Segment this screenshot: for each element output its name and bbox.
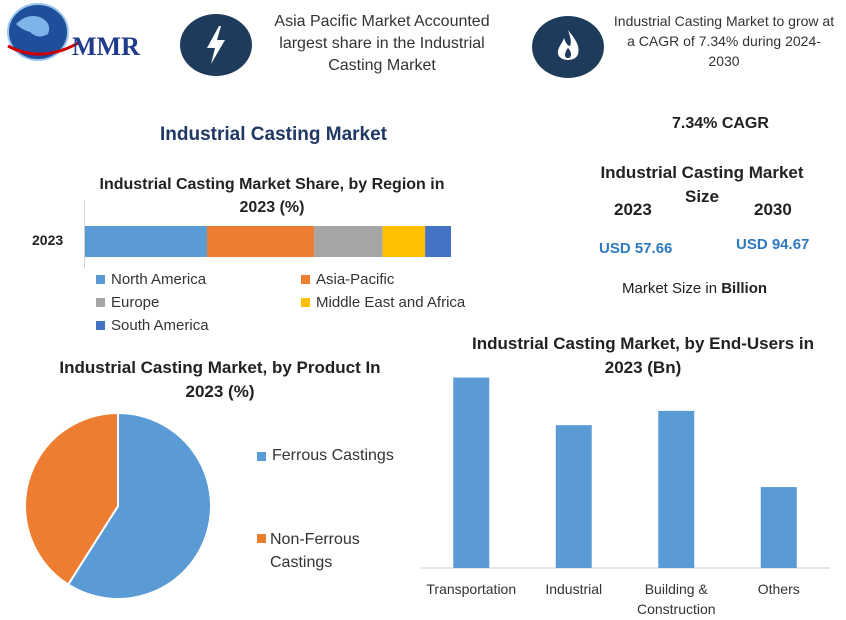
- logo-text: MMR: [72, 32, 140, 61]
- cagr-label: 7.34% CAGR: [672, 115, 769, 132]
- info-text-2: Industrial Casting Market to grow at a C…: [613, 13, 835, 69]
- product-chart-title: Industrial Casting Market, by Product In…: [59, 358, 381, 401]
- x-tick-label: Transportation: [426, 581, 516, 597]
- region-chart-title: Industrial Casting Market Share, by Regi…: [99, 176, 445, 216]
- region-bar-segment-middle-east-and-africa: [382, 226, 426, 257]
- legend-label-europe: Europe: [111, 294, 160, 311]
- product-pie-chart: [24, 411, 212, 600]
- market-size-unit: Market Size in Billion: [622, 280, 767, 297]
- enduser-bar-industrial: [555, 425, 592, 568]
- x-tick-label: Industrial: [545, 581, 602, 597]
- unit-bold: Billion: [721, 280, 768, 297]
- x-tick-label: Construction: [637, 601, 716, 617]
- market-size-title: Industrial Casting Market Size: [600, 163, 804, 206]
- legend-ferrous: Ferrous Castings: [257, 447, 394, 465]
- legend-swatch-north-america: [96, 275, 105, 284]
- enduser-bar-others: [760, 487, 797, 568]
- legend-asia-pacific: Asia-Pacific: [301, 271, 394, 288]
- region-chart-category: 2023: [32, 232, 64, 248]
- x-tick-label: Building &: [645, 581, 709, 597]
- unit-prefix: Market Size in: [622, 280, 722, 297]
- legend-swatch-non-ferrous: [257, 534, 266, 543]
- region-axis-line: [84, 200, 85, 268]
- legend-swatch-europe: [96, 298, 105, 307]
- region-bar-segment-south-america: [425, 226, 451, 257]
- region-bar-segment-asia-pacific: [207, 226, 315, 257]
- value-2023: USD 57.66: [599, 240, 673, 257]
- year-2023: 2023: [614, 200, 652, 219]
- lightning-icon: [207, 26, 225, 64]
- legend-mea: Middle East and Africa: [301, 294, 465, 311]
- region-stacked-bar: [85, 226, 451, 257]
- legend-label-north-america: North America: [111, 271, 207, 288]
- enduser-bar-chart: Transportation Industrial Building & Constr…: [420, 377, 830, 617]
- legend-swatch-south-america: [96, 321, 105, 330]
- legend-europe: Europe: [96, 294, 159, 311]
- pie-slice-ferrous-castings: [66, 411, 212, 600]
- legend-label-asia-pacific: Asia-Pacific: [316, 271, 395, 288]
- region-bar-segment-north-america: [85, 226, 207, 257]
- legend-north-america: North America: [96, 271, 206, 288]
- legend-swatch-ferrous: [257, 451, 266, 461]
- region-bar-segment-europe: [314, 226, 383, 257]
- info-circle-2: [532, 16, 604, 78]
- mmr-logo: MMR: [2, 2, 162, 64]
- legend-label-mea: Middle East and Africa: [316, 294, 466, 311]
- info-circle-1: [180, 14, 252, 76]
- info-text-1: Asia Pacific Market Accounted largest sh…: [274, 13, 490, 74]
- pie-slice-non-ferrous-castings: [24, 411, 119, 586]
- legend-label-ferrous: Ferrous Castings: [272, 447, 394, 464]
- year-2030: 2030: [754, 200, 792, 219]
- enduser-chart-title: Industrial Casting Market, by End-Users …: [472, 334, 814, 377]
- enduser-bar-building-construction: [658, 410, 695, 568]
- value-2030: USD 94.67: [736, 236, 810, 253]
- legend-swatch-asia-pacific: [301, 275, 310, 284]
- globe-icon: [7, 3, 81, 61]
- legend-swatch-mea: [301, 298, 310, 307]
- legend-label-south-america: South America: [111, 317, 209, 334]
- x-tick-label: Others: [758, 581, 800, 597]
- main-title: Industrial Casting Market: [160, 124, 387, 145]
- enduser-bar-transportation: [453, 377, 490, 568]
- legend-south-america: South America: [96, 317, 209, 334]
- flame-icon: [557, 30, 579, 60]
- legend-label-non-ferrous: Non-Ferrous Castings: [270, 531, 360, 571]
